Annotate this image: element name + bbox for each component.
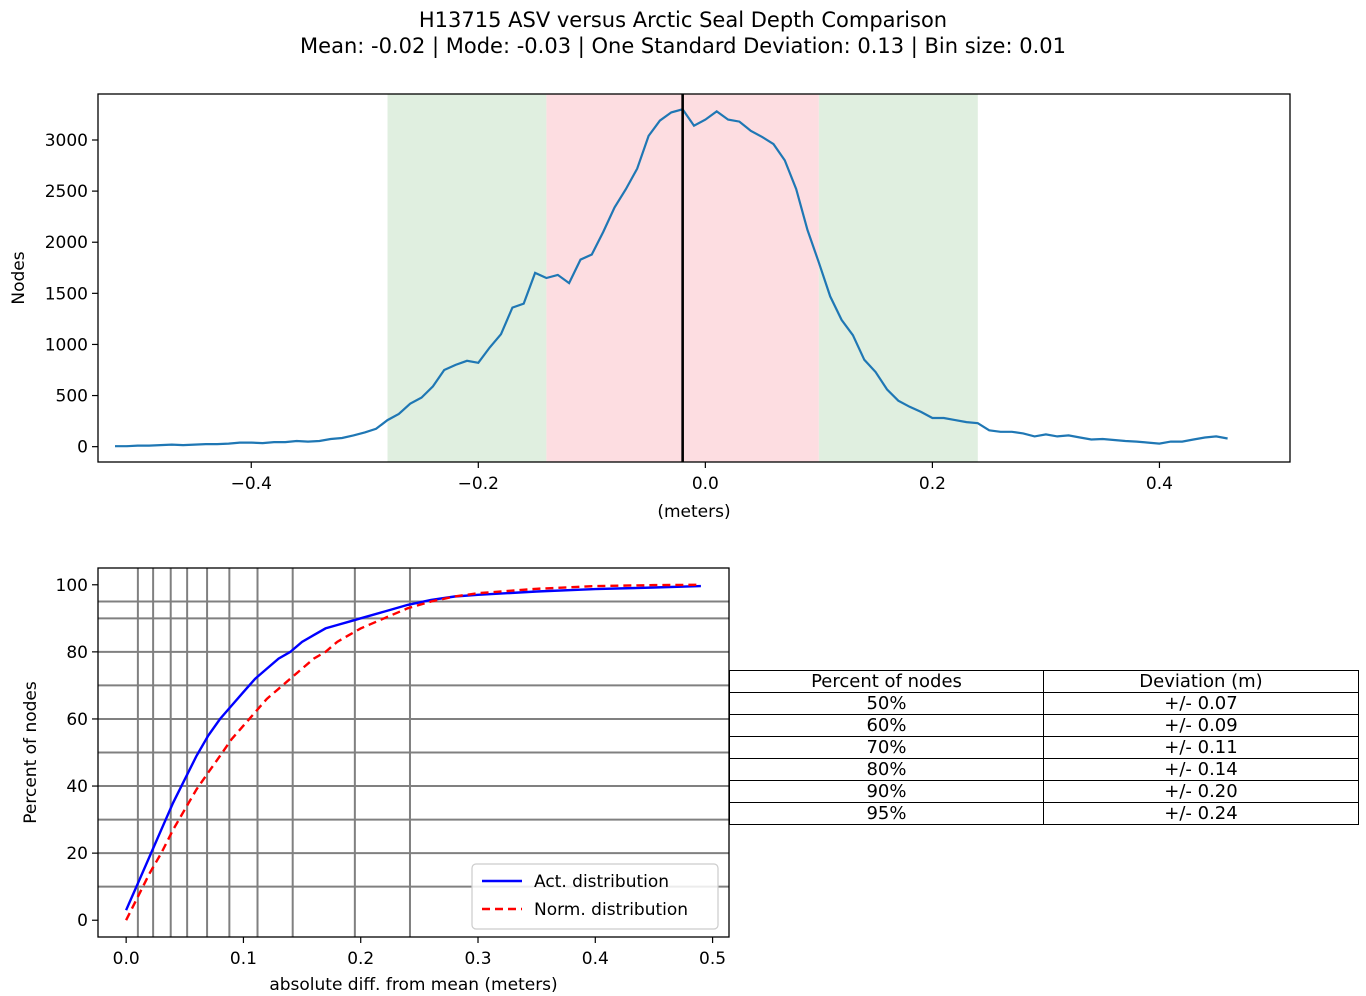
y-tick-label: 3000 xyxy=(45,131,88,151)
legend-box xyxy=(471,863,719,930)
table-cell-percent: 90% xyxy=(729,780,1044,803)
x-tick-label: 0.5 xyxy=(699,949,726,969)
two-sigma-band xyxy=(387,94,547,462)
x-tick-label: 0.0 xyxy=(692,474,719,494)
x-axis-label: (meters) xyxy=(657,502,730,522)
table-row: 50% +/- 0.07 xyxy=(729,692,1359,715)
y-tick-label: 40 xyxy=(66,777,88,797)
table-cell-deviation: +/- 0.09 xyxy=(1043,714,1359,737)
y-axis-label: Percent of nodes xyxy=(21,681,41,824)
y-axis-label: Nodes xyxy=(9,251,29,304)
y-tick-label: 2500 xyxy=(45,182,88,202)
table-row: 70% +/- 0.11 xyxy=(729,736,1359,759)
table-cell-percent: 50% xyxy=(729,692,1044,715)
histogram-line xyxy=(115,108,1228,448)
x-axis-label: absolute diff. from mean (meters) xyxy=(269,975,557,995)
x-tick-label: 0.1 xyxy=(230,949,257,969)
table-cell-deviation: +/- 0.11 xyxy=(1043,736,1359,759)
y-tick-label: 0 xyxy=(77,438,88,458)
table-cell-percent: 95% xyxy=(729,802,1044,825)
y-tick-label: 0 xyxy=(77,911,88,931)
table-cell-percent: 70% xyxy=(729,736,1044,759)
x-tick-label: 0.2 xyxy=(919,474,946,494)
x-tick-label: −0.4 xyxy=(231,474,272,494)
table-row: 90% +/- 0.20 xyxy=(729,780,1359,803)
y-tick-label: 100 xyxy=(56,576,88,596)
y-tick-label: 1000 xyxy=(45,335,88,355)
y-tick-label: 60 xyxy=(66,710,88,730)
legend-label: Act. distribution xyxy=(534,872,669,892)
table-cell-percent: 60% xyxy=(729,714,1044,737)
x-tick-label: 0.4 xyxy=(582,949,609,969)
y-tick-label: 2000 xyxy=(45,233,88,253)
table-header-row: Percent of nodes Deviation (m) xyxy=(729,670,1359,693)
x-tick-label: 0.4 xyxy=(1146,474,1173,494)
table-cell-percent: 80% xyxy=(729,758,1044,781)
x-tick-label: −0.2 xyxy=(458,474,499,494)
table-header-deviation: Deviation (m) xyxy=(1043,670,1359,693)
actual-distribution-line xyxy=(125,584,701,911)
table-cell-deviation: +/- 0.07 xyxy=(1043,692,1359,715)
table-header-percent: Percent of nodes xyxy=(729,670,1044,693)
y-tick-label: 1500 xyxy=(45,284,88,304)
x-tick-label: 0.2 xyxy=(347,949,374,969)
deviation-table: Percent of nodes Deviation (m) 50% +/- 0… xyxy=(729,670,1359,825)
x-tick-label: 0.3 xyxy=(464,949,491,969)
y-tick-label: 500 xyxy=(56,387,88,407)
y-tick-label: 20 xyxy=(66,844,88,864)
y-tick-label: 80 xyxy=(66,643,88,663)
table-cell-deviation: +/- 0.20 xyxy=(1043,780,1359,803)
x-tick-label: 0.0 xyxy=(113,949,140,969)
two-sigma-band xyxy=(818,94,978,462)
chart-subtitle: Mean: -0.02 | Mode: -0.03 | One Standard… xyxy=(300,34,1066,58)
normal-distribution-line xyxy=(125,583,701,921)
table-cell-deviation: +/- 0.14 xyxy=(1043,758,1359,781)
table-row: 95% +/- 0.24 xyxy=(729,802,1359,825)
table-cell-deviation: +/- 0.24 xyxy=(1043,802,1359,825)
chart-title: H13715 ASV versus Arctic Seal Depth Comp… xyxy=(418,8,948,32)
legend-label: Norm. distribution xyxy=(534,900,688,920)
top-plot-frame xyxy=(97,93,1291,463)
table-row: 80% +/- 0.14 xyxy=(729,758,1359,781)
table-row: 60% +/- 0.09 xyxy=(729,714,1359,737)
